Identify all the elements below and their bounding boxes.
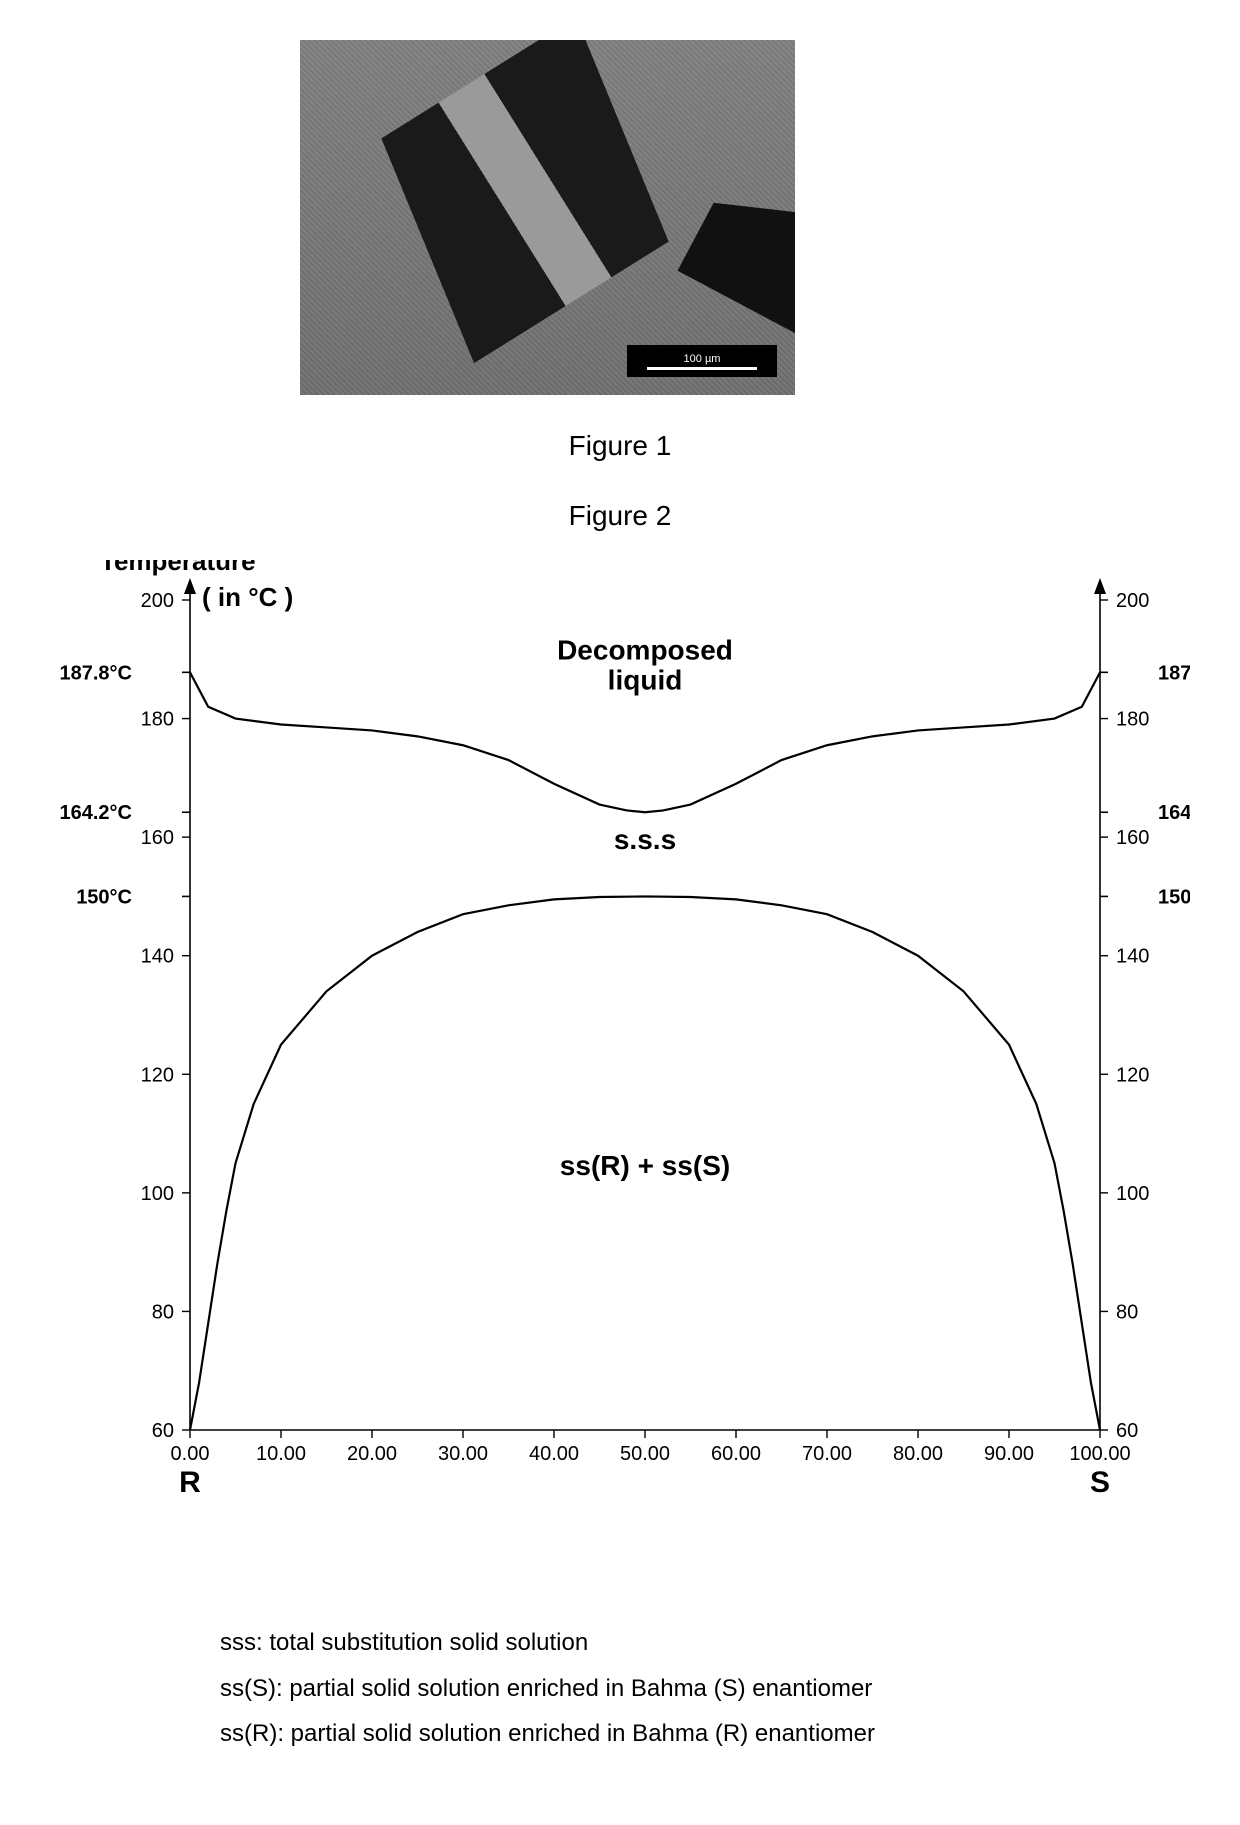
svg-text:160: 160 — [141, 827, 174, 849]
svg-text:10.00: 10.00 — [256, 1443, 306, 1465]
svg-text:liquid: liquid — [608, 664, 683, 695]
legend-line-ssR: ss(R): partial solid solution enriched i… — [220, 1711, 1120, 1757]
svg-text:160: 160 — [1116, 827, 1149, 849]
scalebar-label: 100 µm — [684, 353, 721, 365]
legend-line-sss: sss: total substitution solid solution — [220, 1620, 1120, 1666]
svg-text:187.8°C: 187.8°C — [60, 662, 133, 684]
svg-text:80: 80 — [152, 1301, 174, 1323]
svg-text:90.00: 90.00 — [984, 1443, 1034, 1465]
svg-text:164.2°C: 164.2°C — [1158, 802, 1190, 824]
svg-text:Temperature: Temperature — [100, 560, 256, 576]
svg-text:0.00: 0.00 — [171, 1443, 210, 1465]
svg-text:100.00: 100.00 — [1069, 1443, 1130, 1465]
svg-text:200: 200 — [141, 590, 174, 612]
svg-text:80: 80 — [1116, 1301, 1138, 1323]
svg-text:R: R — [179, 1466, 201, 1499]
svg-text:ss(R) + ss(S): ss(R) + ss(S) — [560, 1150, 730, 1181]
svg-text:164.2°C: 164.2°C — [60, 802, 133, 824]
svg-text:80.00: 80.00 — [893, 1443, 943, 1465]
svg-text:s.s.s: s.s.s — [614, 824, 676, 855]
svg-text:150°C: 150°C — [76, 886, 132, 908]
figure1-caption: Figure 1 — [0, 430, 1240, 462]
svg-text:40.00: 40.00 — [529, 1443, 579, 1465]
svg-text:100: 100 — [141, 1183, 174, 1205]
svg-text:180: 180 — [1116, 709, 1149, 731]
svg-text:70.00: 70.00 — [802, 1443, 852, 1465]
svg-text:60: 60 — [1116, 1420, 1138, 1442]
phase-diagram-chart: 60 60 80 80 100 100 120 120 140 140 160 160 180 180 20… — [50, 560, 1190, 1560]
svg-text:20.00: 20.00 — [347, 1443, 397, 1465]
svg-text:120: 120 — [141, 1064, 174, 1086]
svg-text:187.8°C: 187.8°C — [1158, 662, 1190, 684]
legend: sss: total substitution solid solution s… — [220, 1620, 1120, 1757]
svg-text:200: 200 — [1116, 590, 1149, 612]
svg-text:30.00: 30.00 — [438, 1443, 488, 1465]
svg-text:60: 60 — [152, 1420, 174, 1442]
svg-text:S: S — [1090, 1466, 1110, 1499]
svg-text:60.00: 60.00 — [711, 1443, 761, 1465]
svg-text:150°C: 150°C — [1158, 886, 1190, 908]
svg-text:140: 140 — [141, 946, 174, 968]
svg-text:140: 140 — [1116, 946, 1149, 968]
svg-text:180: 180 — [141, 709, 174, 731]
figure2-caption: Figure 2 — [0, 500, 1240, 532]
chart-svg: 60 60 80 80 100 100 120 120 140 140 160 160 180 180 20… — [50, 560, 1190, 1560]
svg-text:100: 100 — [1116, 1183, 1149, 1205]
svg-text:( in °C ): ( in °C ) — [202, 582, 293, 612]
legend-line-ssS: ss(S): partial solid solution enriched i… — [220, 1666, 1120, 1712]
scalebar-line — [647, 367, 757, 370]
svg-text:120: 120 — [1116, 1064, 1149, 1086]
svg-text:Decomposed: Decomposed — [557, 634, 733, 665]
scalebar: 100 µm — [627, 345, 777, 377]
micrograph-image: 100 µm — [300, 40, 795, 395]
svg-text:50.00: 50.00 — [620, 1443, 670, 1465]
